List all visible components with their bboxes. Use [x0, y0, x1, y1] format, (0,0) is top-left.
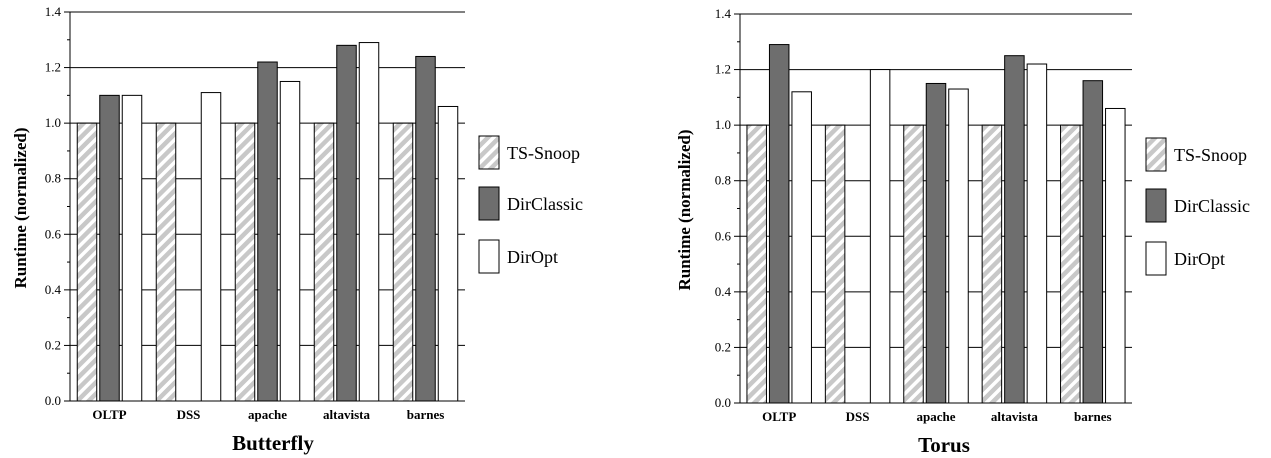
bar-diropt-apache	[948, 88, 969, 404]
bar-diropt-altavista	[358, 42, 380, 402]
bar-diropt-dss	[869, 69, 891, 404]
bar-ts-snoop-altavista	[313, 122, 335, 402]
bar-dirclassic-altavista	[336, 44, 357, 402]
legend-swatch-diropt	[1145, 241, 1167, 276]
y-tick-label: 0.6	[45, 226, 62, 241]
y-tick-label: 0.8	[715, 173, 731, 188]
bar-dirclassic-oltp	[768, 44, 790, 404]
legend-label-diropt: DirOpt	[507, 247, 558, 267]
y-tick-label: 0.0	[715, 395, 731, 410]
y-tick-label: 0.0	[45, 393, 61, 408]
legend-swatch-dirclassic	[1145, 188, 1167, 223]
bar-dirclassic-apache	[257, 61, 278, 402]
bar-ts-snoop-altavista	[981, 124, 1003, 404]
y-tick-label: 1.0	[715, 117, 731, 132]
bar-ts-snoop-barnes	[392, 122, 414, 402]
y-tick-label: 0.8	[45, 171, 61, 186]
x-tick-label-oltp: OLTP	[92, 407, 126, 422]
y-tick-label: 0.2	[45, 337, 61, 352]
bar-ts-snoop-oltp	[746, 124, 767, 404]
x-tick-label-oltp: OLTP	[762, 409, 796, 424]
butterfly-y-axis-label: Runtime (normalized)	[11, 127, 30, 288]
y-tick-label: 0.6	[715, 228, 732, 243]
x-tick-label-apache: apache	[248, 407, 287, 422]
torus-chart: 0.0 0.2 0.4 0.6 0.8 1.0 1.2 1.4 OLTP DSS apache alt…	[715, 6, 1132, 424]
butterfly-title: Butterfly	[232, 431, 314, 455]
legend-swatch-diropt	[478, 239, 500, 274]
x-tick-label-barnes: barnes	[407, 407, 445, 422]
x-tick-label-dss: DSS	[177, 407, 201, 422]
bar-dirclassic-oltp	[99, 94, 120, 402]
y-tick-label: 1.4	[715, 6, 732, 21]
bar-diropt-barnes	[1105, 107, 1126, 404]
butterfly-chart: 0.0 0.2 0.4 0.6 0.8 1.0 1.2 1.4 OLTP DSS apache alt…	[45, 4, 465, 422]
bar-dirclassic-barnes	[1082, 80, 1104, 404]
bar-dirclassic-barnes	[415, 55, 436, 402]
bar-dirclassic-altavista	[1004, 55, 1025, 404]
bar-diropt-barnes	[437, 105, 459, 402]
legend-swatch-dirclassic	[478, 186, 500, 221]
torus-title: Torus	[918, 433, 970, 457]
y-tick-label: 0.4	[715, 284, 732, 299]
y-tick-label: 1.2	[45, 60, 61, 75]
legend-swatch-ts-snoop	[1145, 137, 1167, 172]
bar-diropt-oltp	[121, 94, 143, 402]
x-tick-label-altavista: altavista	[323, 407, 370, 422]
legend-label-dirclassic: DirClassic	[507, 194, 583, 214]
bar-diropt-apache	[279, 80, 301, 402]
y-tick-label: 0.4	[45, 282, 62, 297]
legend-label-ts-snoop: TS-Snoop	[507, 143, 580, 163]
bar-diropt-oltp	[791, 91, 812, 404]
legend-swatch-ts-snoop	[478, 135, 500, 170]
torus-legend: TS-Snoop DirClassic DirOpt	[1145, 137, 1250, 276]
legend-label-dirclassic: DirClassic	[1174, 196, 1250, 216]
legend-label-ts-snoop: TS-Snoop	[1174, 145, 1247, 165]
x-tick-label-apache: apache	[917, 409, 956, 424]
bar-dirclassic-apache	[925, 82, 947, 404]
x-tick-label-altavista: altavista	[991, 409, 1038, 424]
butterfly-legend: TS-Snoop DirClassic DirOpt	[478, 135, 583, 274]
x-tick-label-dss: DSS	[846, 409, 870, 424]
bar-ts-snoop-oltp	[76, 122, 98, 402]
y-tick-label: 0.2	[715, 339, 731, 354]
bar-ts-snoop-dss	[824, 124, 846, 404]
legend-label-diropt: DirOpt	[1174, 249, 1225, 269]
y-tick-label: 1.2	[715, 62, 731, 77]
x-tick-label-barnes: barnes	[1074, 409, 1112, 424]
bar-ts-snoop-dss	[155, 122, 177, 402]
y-tick-label: 1.4	[45, 4, 62, 19]
y-tick-label: 1.0	[45, 115, 61, 130]
torus-y-axis-label: Runtime (normalized)	[675, 129, 694, 290]
bar-diropt-altavista	[1026, 63, 1048, 404]
bar-ts-snoop-apache	[234, 122, 256, 402]
bar-diropt-dss	[200, 92, 222, 402]
bar-ts-snoop-apache	[903, 124, 924, 404]
bar-ts-snoop-barnes	[1060, 124, 1081, 404]
